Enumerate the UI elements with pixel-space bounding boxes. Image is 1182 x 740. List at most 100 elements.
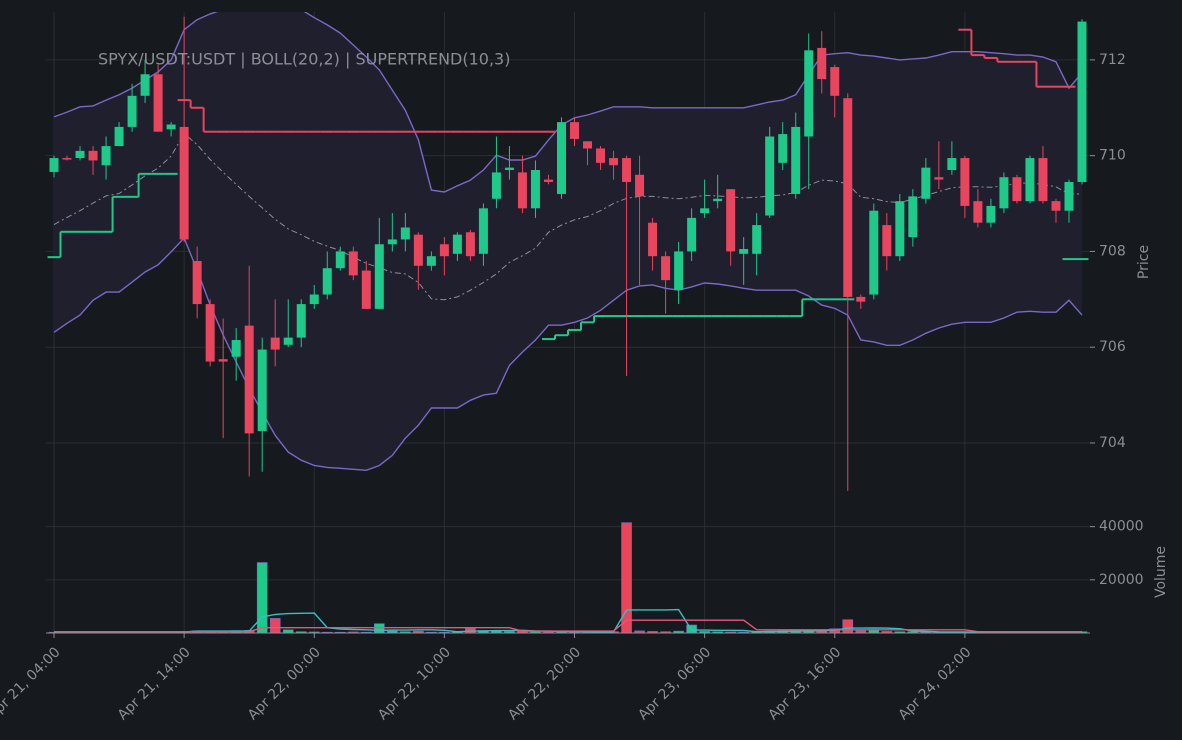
candle-body — [661, 256, 671, 281]
candle-body — [1064, 181, 1074, 211]
candle-body — [700, 208, 710, 214]
candle-body — [895, 201, 905, 257]
candle-body — [1077, 21, 1087, 182]
y-axis-label: Price — [1136, 245, 1152, 279]
candle-body — [687, 217, 697, 252]
candle-body — [609, 158, 619, 166]
candle-body — [1025, 158, 1035, 202]
candle-body — [452, 234, 462, 254]
candle-body — [218, 359, 228, 362]
line-series — [54, 619, 1082, 633]
candle-body — [478, 208, 488, 254]
candle-body — [596, 148, 606, 163]
candle-body — [231, 340, 241, 357]
candle-body — [491, 172, 501, 199]
candle-body — [153, 74, 163, 132]
volume-bar — [256, 562, 268, 634]
candle-body — [296, 304, 306, 338]
candle-body — [114, 126, 124, 147]
candle-body — [622, 158, 632, 182]
candle-body — [739, 249, 749, 254]
candle-body — [205, 304, 215, 362]
candle-body — [674, 251, 684, 290]
candle-body — [309, 294, 319, 305]
candle-body — [934, 177, 944, 180]
y-tick-label: 40000 — [1099, 519, 1144, 535]
candle-body — [387, 239, 397, 245]
candle-body — [192, 261, 202, 305]
candle-body — [543, 179, 553, 182]
candle-body — [1012, 177, 1022, 202]
y-tick-label: 710 — [1099, 148, 1126, 164]
candle-body — [426, 256, 436, 266]
line-series — [53, 12, 1083, 193]
candle-body — [361, 270, 371, 309]
candle-body — [817, 47, 827, 80]
candle-body — [556, 122, 566, 194]
candle-body — [843, 98, 853, 297]
candle-body — [88, 150, 98, 161]
y-tick-label: 704 — [1099, 435, 1126, 451]
candle-body — [257, 349, 267, 431]
candle-body — [921, 167, 931, 199]
chart-title: SPYX/USDT:USDT | BOLL(20,2) | SUPERTREND… — [98, 50, 510, 69]
candle-body — [713, 198, 723, 202]
candle-body — [270, 337, 280, 350]
candle-body — [348, 251, 358, 276]
candle-body — [1038, 158, 1048, 202]
band-fill — [54, 12, 1082, 471]
candle-body — [335, 251, 345, 269]
candle-body — [101, 146, 111, 166]
candle-body — [804, 50, 814, 137]
candle-body — [244, 325, 254, 434]
candle-body — [283, 337, 293, 345]
candle-body — [140, 74, 150, 96]
candle-body — [517, 172, 527, 209]
candle-body — [726, 189, 736, 252]
volume-bar — [269, 618, 281, 634]
candle-body — [400, 227, 410, 240]
volume-bar — [842, 619, 854, 634]
candle-body — [830, 67, 840, 96]
y-tick-label: 708 — [1099, 243, 1126, 259]
candle-body — [374, 244, 384, 309]
y-tick-label: 706 — [1099, 339, 1126, 355]
candle-body — [791, 126, 801, 194]
y-axis-label: Volume — [1153, 546, 1169, 598]
candle-body — [62, 158, 72, 160]
candle-body — [127, 95, 137, 127]
candle-body — [504, 167, 514, 171]
candle-body — [752, 225, 762, 254]
candle-body — [960, 158, 970, 206]
candle-body — [986, 205, 996, 223]
candle-body — [439, 244, 449, 257]
candle-body — [778, 134, 788, 163]
candle-body — [869, 210, 879, 295]
candle-body — [1051, 201, 1061, 211]
price-panel — [47, 12, 1089, 491]
candle-body — [947, 158, 957, 171]
candle-body — [413, 234, 423, 266]
candle-body — [882, 225, 892, 257]
candle-body — [465, 232, 475, 257]
candle-body — [322, 268, 332, 295]
line-series — [53, 236, 1083, 472]
candle-body — [179, 126, 189, 240]
candle-body — [583, 141, 593, 149]
candle-body — [973, 201, 983, 223]
candle-body — [635, 174, 645, 197]
y-tick-label: 712 — [1099, 52, 1126, 68]
candle-body — [908, 196, 918, 238]
candle-body — [648, 222, 658, 257]
candle-body — [999, 177, 1009, 209]
candle-body — [765, 136, 775, 216]
y-tick-label: 20000 — [1099, 572, 1144, 588]
candle-body — [570, 122, 580, 139]
candle-body — [530, 170, 540, 209]
candle-body — [49, 158, 59, 172]
candle-body — [166, 124, 176, 130]
candle-body — [75, 150, 85, 159]
candle-body — [856, 296, 866, 302]
